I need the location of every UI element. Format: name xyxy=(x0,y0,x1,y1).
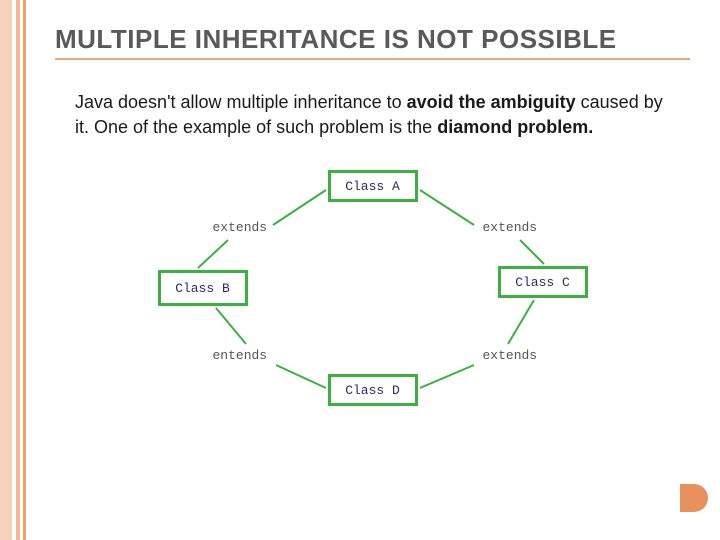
body-bold1: avoid the ambiguity xyxy=(407,92,576,112)
content-area: MULTIPLE INHERITANCE IS NOT POSSIBLE Jav… xyxy=(0,0,720,450)
edge-label-2: entends xyxy=(213,348,268,363)
node-d: Class D xyxy=(328,374,418,406)
stripe-1 xyxy=(0,0,12,540)
node-b: Class B xyxy=(158,270,248,306)
node-c: Class C xyxy=(498,266,588,298)
edge-label-3: extends xyxy=(483,348,538,363)
left-border-stripes xyxy=(0,0,26,540)
inheritance-diagram: Class A Class B Class C Class D extends exte… xyxy=(138,170,608,430)
edge-label-0: extends xyxy=(213,220,268,235)
body-paragraph: Java doesn't allow multiple inheritance … xyxy=(55,90,690,140)
title-underline xyxy=(55,58,690,60)
node-a: Class A xyxy=(328,170,418,202)
stripe-5 xyxy=(23,0,26,540)
body-pre1: Java doesn't allow multiple inheritance … xyxy=(75,92,407,112)
page-title: MULTIPLE INHERITANCE IS NOT POSSIBLE xyxy=(55,24,690,55)
edge-label-1: extends xyxy=(483,220,538,235)
corner-decoration xyxy=(680,484,708,512)
body-bold2: diamond problem. xyxy=(437,117,593,137)
